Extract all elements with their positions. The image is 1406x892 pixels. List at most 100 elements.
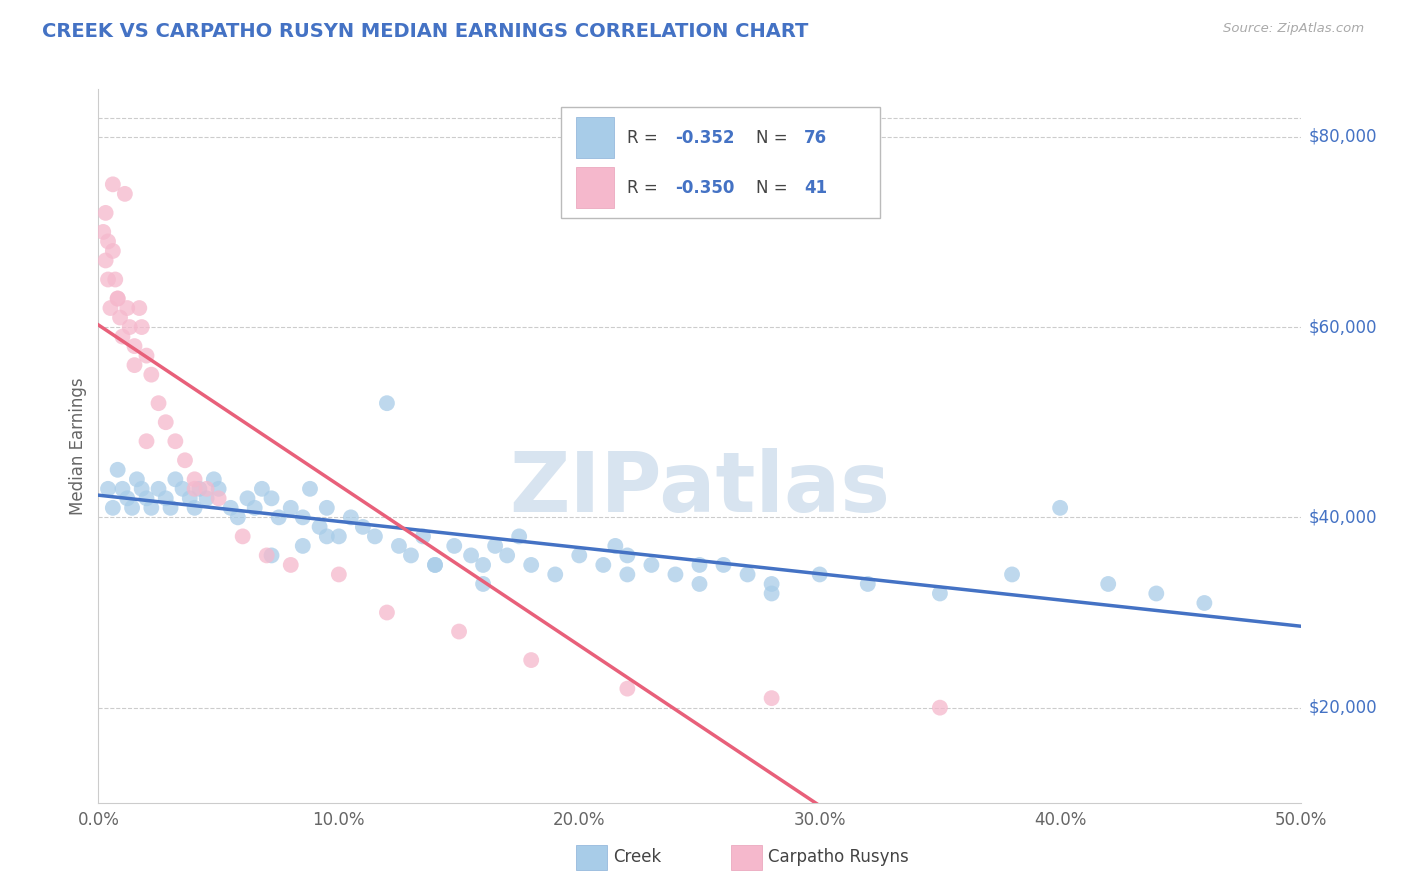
Point	[101, 178, 124, 192]
Point	[1001, 567, 1024, 582]
Point	[183, 472, 205, 486]
Point	[544, 567, 567, 582]
Point	[291, 539, 314, 553]
Point	[1144, 586, 1167, 600]
Point	[107, 463, 129, 477]
Point	[375, 396, 398, 410]
Text: R =: R =	[627, 128, 658, 146]
Point	[114, 186, 136, 201]
Point	[101, 500, 124, 515]
Point	[232, 529, 254, 543]
Point	[179, 491, 201, 506]
Point	[328, 529, 350, 543]
Point	[135, 491, 157, 506]
Point	[91, 225, 114, 239]
Point	[291, 510, 314, 524]
Point	[208, 491, 231, 506]
Point	[121, 500, 143, 515]
Point	[94, 206, 117, 220]
Point	[100, 301, 122, 315]
Point	[141, 500, 163, 515]
Point	[315, 529, 337, 543]
Point	[131, 482, 153, 496]
Point	[97, 235, 120, 249]
Point	[131, 320, 153, 334]
Text: $40,000: $40,000	[1309, 508, 1378, 526]
Point	[117, 491, 139, 506]
Point	[174, 453, 197, 467]
Point	[520, 558, 543, 572]
Point	[412, 529, 434, 543]
Point	[928, 586, 950, 600]
Point	[808, 567, 831, 582]
Point	[688, 558, 710, 572]
Point	[183, 482, 205, 496]
Point	[128, 301, 150, 315]
Point	[117, 301, 139, 315]
Point	[308, 520, 330, 534]
Point	[159, 500, 181, 515]
Point	[508, 529, 530, 543]
Point	[250, 482, 273, 496]
Point	[298, 482, 321, 496]
Point	[352, 520, 374, 534]
Text: R =: R =	[627, 178, 658, 196]
Text: $60,000: $60,000	[1309, 318, 1378, 336]
Point	[267, 510, 290, 524]
Point	[280, 500, 302, 515]
Point	[219, 500, 242, 515]
Point	[375, 606, 398, 620]
Point	[761, 691, 783, 706]
Text: $80,000: $80,000	[1309, 128, 1378, 145]
Point	[761, 586, 783, 600]
Point	[928, 700, 950, 714]
Point	[856, 577, 879, 591]
Point	[243, 500, 266, 515]
Bar	[575, 117, 614, 159]
Text: 76: 76	[804, 128, 827, 146]
Point	[260, 491, 283, 506]
Point	[104, 272, 127, 286]
Point	[568, 549, 591, 563]
Point	[472, 577, 495, 591]
Point	[688, 577, 710, 591]
Point	[226, 510, 249, 524]
Point	[124, 358, 146, 372]
Point	[616, 567, 638, 582]
Point	[97, 272, 120, 286]
Text: N =: N =	[756, 178, 787, 196]
Point	[118, 320, 141, 334]
Point	[664, 567, 686, 582]
Point	[443, 539, 465, 553]
Point	[1049, 500, 1071, 515]
Text: Source: ZipAtlas.com: Source: ZipAtlas.com	[1223, 22, 1364, 36]
Point	[1097, 577, 1119, 591]
Point	[124, 339, 146, 353]
Point	[616, 681, 638, 696]
Point	[280, 558, 302, 572]
Point	[605, 539, 627, 553]
Point	[155, 491, 177, 506]
Point	[1194, 596, 1216, 610]
Point	[155, 415, 177, 429]
Text: 41: 41	[804, 178, 827, 196]
Point	[135, 434, 157, 449]
Point	[111, 482, 134, 496]
Y-axis label: Median Earnings: Median Earnings	[69, 377, 87, 515]
Point	[107, 292, 129, 306]
Point	[148, 482, 170, 496]
Text: Creek: Creek	[613, 848, 661, 866]
Point	[364, 529, 387, 543]
Point	[399, 549, 422, 563]
Text: N =: N =	[756, 128, 787, 146]
Point	[447, 624, 470, 639]
Text: $20,000: $20,000	[1309, 698, 1378, 716]
Point	[713, 558, 735, 572]
Point	[616, 549, 638, 563]
Point	[592, 558, 614, 572]
Point	[94, 253, 117, 268]
Point	[111, 329, 134, 343]
Point	[423, 558, 446, 572]
Point	[183, 500, 205, 515]
Point	[202, 472, 225, 486]
